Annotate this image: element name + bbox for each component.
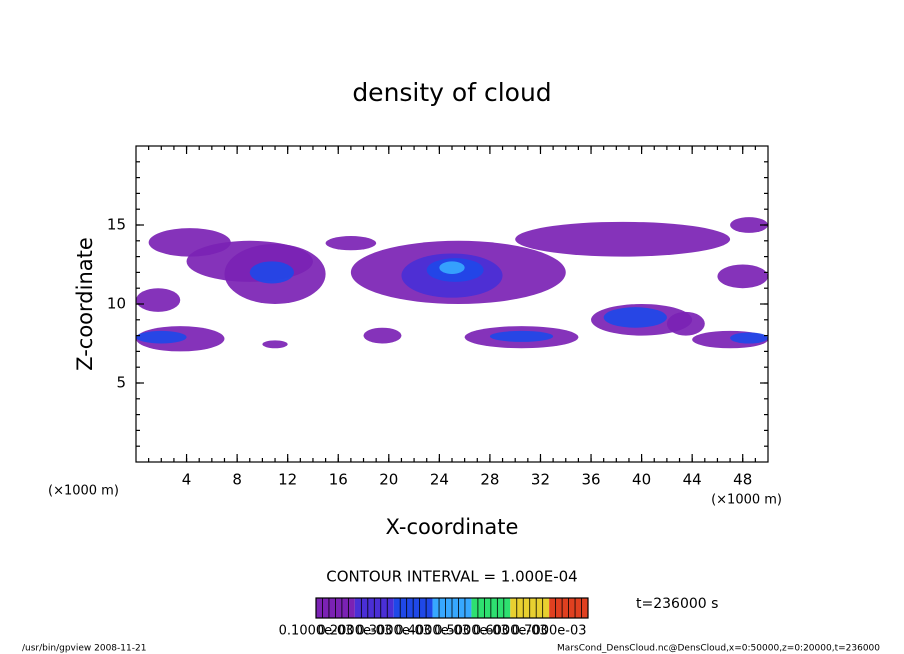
x-tick-label: 48 [733,471,752,489]
contour-region [439,261,465,274]
contour-region [666,311,705,336]
contour-region [717,264,768,289]
x-tick-label: 24 [430,471,449,489]
x-tick-label: 16 [329,471,348,489]
contour-region [730,217,768,233]
footer-left: /usr/bin/gpview 2008-11-21 [22,644,146,654]
contour-region [730,332,768,344]
colorbar-label: 0.2000e-03 [317,624,392,639]
contour-region [363,327,402,344]
contour-region [489,330,554,342]
contour-interval: CONTOUR INTERVAL = 1.000E-04 [326,568,577,586]
footer-right: MarsCond_DensCloud.nc@DensCloud,x=0:5000… [557,644,880,654]
x-tick-label: 12 [278,471,297,489]
contour-region [603,307,667,328]
y-unit: (×1000 m) [48,484,119,499]
x-tick-label: 4 [182,471,192,489]
contour-region [325,236,377,251]
chart-title: density of cloud [352,78,551,107]
x-tick-label: 40 [632,471,651,489]
contour-region [515,221,731,257]
colorbar-label: 0.6000e-03 [473,624,548,639]
contour-region [136,330,187,344]
y-tick-label: 10 [107,295,126,313]
x-tick-label: 32 [531,471,550,489]
contour-region [136,288,181,312]
x-tick-label: 20 [379,471,398,489]
contour-region [262,340,288,349]
x-tick-label: 44 [683,471,702,489]
colorbar-label: 0.7000e-03 [512,624,587,639]
y-axis-label: Z-coordinate [73,237,97,371]
x-tick-label: 8 [232,471,242,489]
colorbar-label: 0.5000e-03 [434,624,509,639]
time-label: t=236000 s [636,596,718,612]
x-tick-label: 28 [480,471,499,489]
x-unit: (×1000 m) [711,493,782,508]
colorbar-label: 0.1000e-03 [279,624,354,639]
colorbar-label: 0.4000e-03 [395,624,470,639]
y-tick-label: 5 [116,374,126,392]
colorbar-label: 0.3000e-03 [356,624,431,639]
plot-frame [135,145,769,463]
x-axis-label: X-coordinate [386,515,519,539]
colorbar-frame [315,597,589,619]
contour-region [249,261,294,284]
y-tick-label: 15 [107,216,126,234]
x-tick-label: 36 [581,471,600,489]
